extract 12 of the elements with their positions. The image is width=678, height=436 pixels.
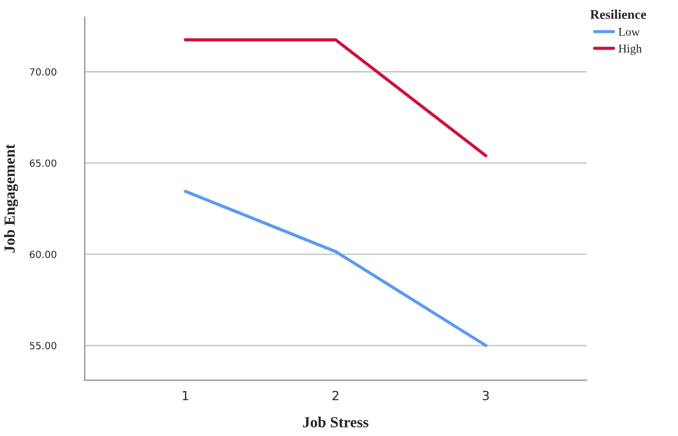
y-tick-label: 70.00 <box>30 68 56 76</box>
legend-title: Resilience <box>590 10 646 19</box>
x-tick-label: 1 <box>182 390 188 400</box>
x-axis-title: Job Stress <box>303 416 368 428</box>
legend-label: High <box>618 44 642 56</box>
x-tick-label: 3 <box>482 390 489 400</box>
x-tick-label: 2 <box>332 390 338 400</box>
y-axis-title: Job Engagement <box>4 144 18 252</box>
y-tick-label: 65.00 <box>30 159 56 167</box>
legend-label: Low <box>618 28 640 36</box>
y-tick-label: 55.00 <box>30 342 56 350</box>
y-tick-label: 60.00 <box>30 250 56 258</box>
